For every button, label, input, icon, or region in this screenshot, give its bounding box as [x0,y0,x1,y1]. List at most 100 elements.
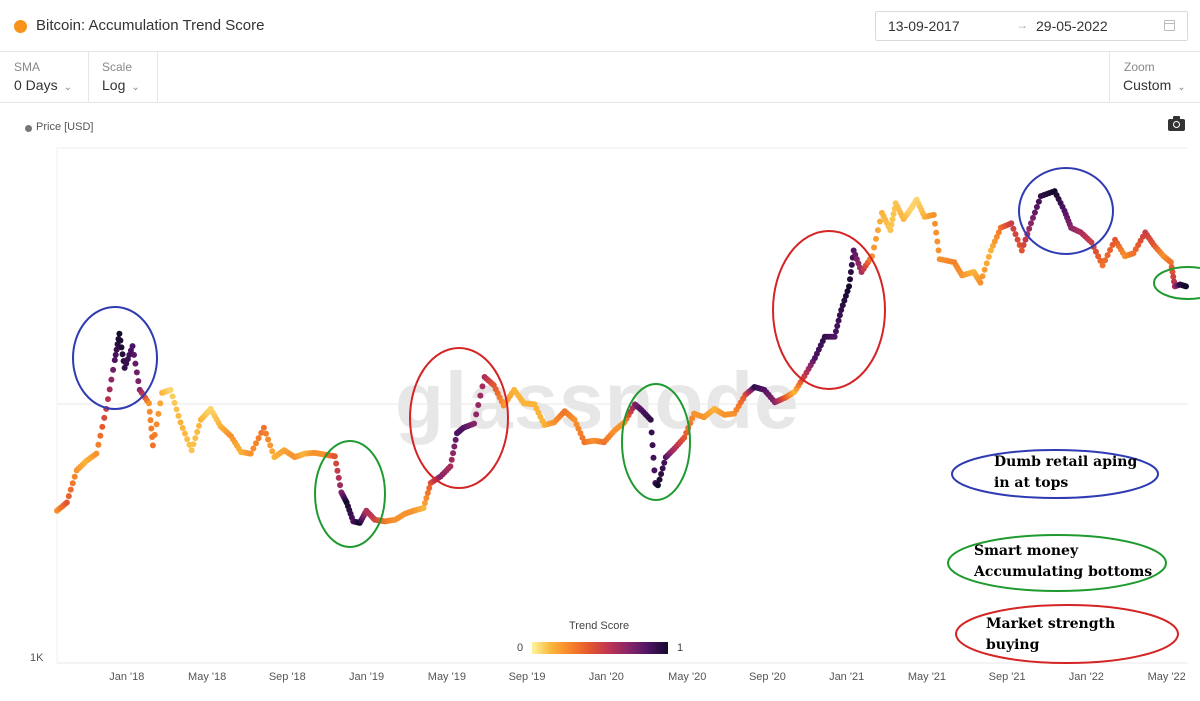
price-point [1170,273,1177,280]
camera-icon[interactable] [1168,116,1185,131]
x-tick-label: May '20 [668,671,707,683]
annotation-text-strength: Market strength buying [986,616,1116,653]
annotation-circle-bottom [1153,266,1200,300]
price-point [69,480,76,487]
price-point [179,424,186,431]
price-point [1014,236,1021,243]
x-tick-label: Jan '22 [1068,671,1104,683]
price-point [1035,198,1042,205]
x-tick-label: Sep '18 [268,671,306,683]
price-point [1092,248,1099,255]
date-range-picker[interactable]: 13-09-2017 → 29-05-2022 [875,11,1188,41]
price-point [108,376,115,383]
zoom-select[interactable]: Zoom Custom ⌄ [1110,52,1200,102]
annotation-key-strength [955,604,1179,664]
price-point [1008,220,1015,227]
price-point [681,434,688,441]
price-point [129,343,136,350]
toolbar-divider [88,52,89,102]
price-point [1033,204,1040,211]
legend-label[interactable]: Price [USD] [36,121,94,133]
price-point [452,436,459,443]
toolbar-divider [1109,52,1110,102]
price-point [836,312,843,319]
sma-select[interactable]: SMA 0 Days ⌄ [0,52,88,102]
price-point [649,442,656,449]
price-point [63,499,70,506]
header: Bitcoin: Accumulation Trend Score 13-09-… [0,0,1200,52]
zoom-value: Custom [1123,77,1172,93]
price-point [987,247,994,254]
price-point [135,378,142,385]
price-point [1031,209,1038,216]
price-point [1088,239,1095,246]
chevron-down-icon: ⌄ [1177,82,1186,93]
price-point [93,450,100,457]
price-point [654,482,661,489]
price-point [1099,262,1106,269]
price-point [888,221,895,228]
colorbar-min-label: 0 [517,642,524,654]
price-point [119,351,126,358]
price-point [842,292,849,299]
colorbar-max-label: 1 [677,642,684,654]
price-point [874,227,881,234]
price-point [253,440,260,447]
price-point [448,456,455,463]
price-point [177,419,184,426]
price-point [873,235,880,242]
price-point [930,211,937,218]
price-point [104,396,111,403]
price-point [184,436,191,443]
date-start-input[interactable]: 13-09-2017 [888,18,960,34]
date-end-input[interactable]: 29-05-2022 [1036,18,1108,34]
x-tick-label: May '18 [188,671,227,683]
price-point [331,453,338,460]
price-point [473,411,480,418]
price-point [335,474,342,481]
price-point [167,386,174,393]
price-point [112,351,119,358]
scale-value: Log [102,77,126,93]
price-point [1026,225,1033,232]
price-point [648,429,655,436]
scale-label: Scale [102,60,133,74]
price-point [130,351,137,358]
price-point [67,486,74,493]
toolbar: SMA 0 Days ⌄ Scale Log ⌄ Zoom Custom ⌄ [0,52,1200,103]
annotation-circle-bottom [314,440,386,548]
calendar-icon[interactable] [1164,20,1175,31]
price-point [113,346,120,353]
colorbar [532,642,668,654]
price-point [647,416,654,423]
price-point [153,421,160,428]
price-point [111,357,118,364]
price-point [1022,236,1029,243]
price-point [1097,257,1104,264]
annotation-circle-top [72,306,158,410]
price-point [447,463,454,470]
price-point [426,485,433,492]
price-point [97,432,104,439]
scale-select[interactable]: Scale Log ⌄ [89,52,157,102]
legend-marker[interactable] [25,125,32,132]
price-point [155,410,162,417]
annotation-key-bottom [947,534,1167,592]
price-point [190,441,197,448]
zoom-label: Zoom [1124,60,1155,74]
price-point [175,412,182,419]
price-point [985,253,992,260]
price-point [887,227,894,234]
price-point [451,443,458,450]
x-tick-label: Jan '19 [348,671,385,683]
price-point [834,323,841,330]
price-point [650,454,657,461]
price-point [333,460,340,467]
chevron-down-icon: ⌄ [131,82,140,93]
price-point [192,435,199,442]
annotation-key-top [951,449,1159,499]
price-point [835,317,842,324]
price-point [847,269,854,276]
price-point [839,302,846,309]
price-point [890,210,897,217]
